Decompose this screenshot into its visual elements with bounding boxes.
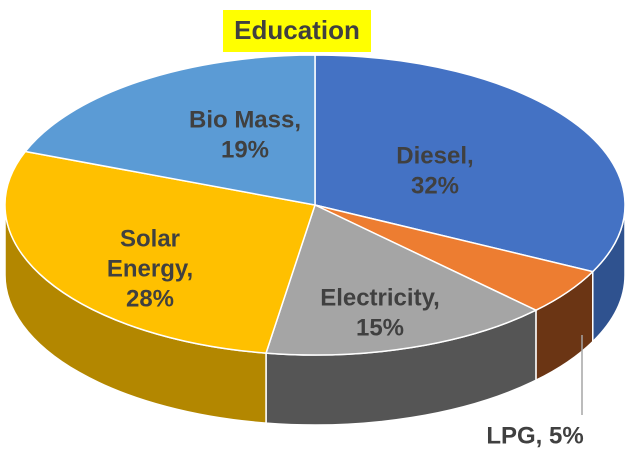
data-label: Electricity, — [320, 284, 440, 311]
pie-slice — [4, 150, 316, 354]
data-label: Diesel, — [396, 142, 473, 169]
chart-title: Education — [234, 15, 360, 45]
data-label: 15% — [356, 314, 404, 341]
pie-sides — [4, 204, 626, 426]
data-label: 19% — [221, 136, 269, 163]
pie-slice — [265, 203, 538, 356]
title-background — [223, 10, 371, 52]
data-label: Bio Mass, — [189, 106, 301, 133]
data-labels: Diesel, 32% LPG, 5% Electricity, 15% Solar Ene… — [107, 106, 584, 449]
data-label: LPG, 5% — [486, 422, 583, 449]
data-label: Solar — [120, 225, 180, 252]
data-label: Energy, — [107, 255, 193, 282]
pie-slice — [24, 54, 316, 206]
pie-tops — [4, 54, 626, 356]
data-label: 28% — [126, 285, 174, 312]
pie-slice — [314, 54, 626, 273]
data-label: 32% — [411, 172, 459, 199]
